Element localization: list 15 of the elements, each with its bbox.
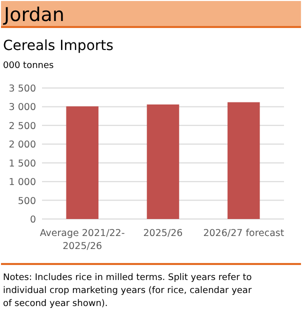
x-tick-label: Average 2021/22-2025/26 — [40, 228, 125, 252]
y-tick-label: 2 000 — [8, 140, 36, 151]
y-tick-label: 0 — [30, 214, 36, 226]
x-tick-label: 2025/26 — [143, 228, 183, 239]
y-tick-label: 3 000 — [8, 102, 36, 114]
text: Notes: Includes rice in milled terms. Split years refer to individual crop marketing years (for rice, calendar year of second year shown). — [3, 273, 252, 309]
chart-subtitle: Cereals Imports — [3, 38, 114, 54]
y-tick-label: 1 000 — [8, 177, 36, 188]
y-tick-label: 2 500 — [8, 120, 36, 132]
y-tick-label: 1 500 — [8, 158, 36, 170]
y-tick-label: 3 500 — [8, 84, 36, 94]
chart-title: Jordan — [3, 4, 64, 26]
y-axis-title: 000 tonnes — [3, 61, 54, 71]
x-tick-label: 2026/27 forecast — [203, 228, 284, 239]
y-tick-label: 500 — [18, 196, 36, 207]
